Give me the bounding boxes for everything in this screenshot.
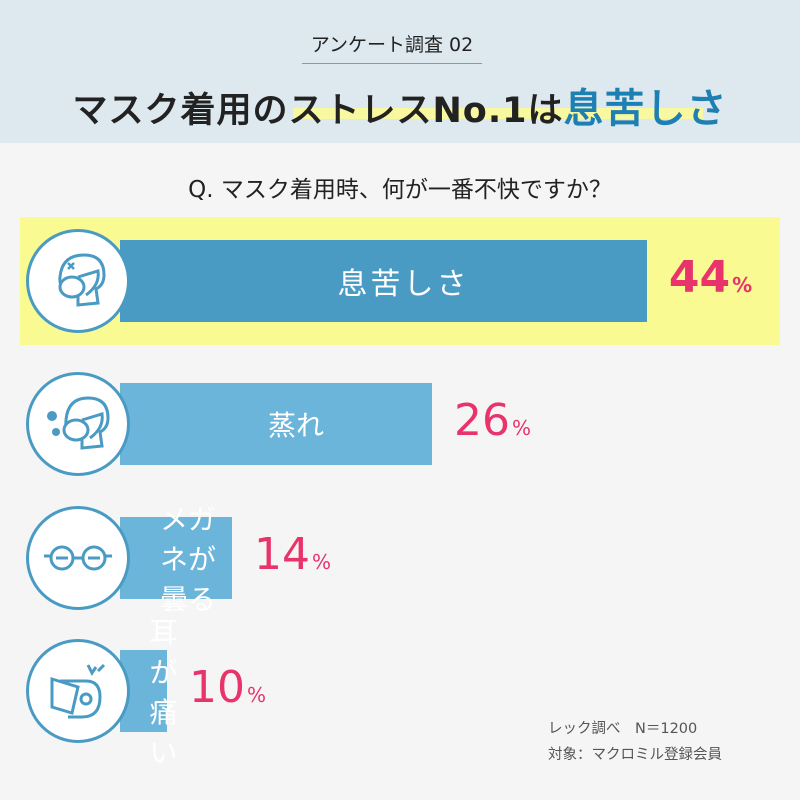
bar-label: 蒸れ (267, 409, 324, 442)
value-number: 44 (668, 252, 731, 303)
ear-pain-icon (26, 639, 130, 743)
page-title: マスク着用のストレスNo.1は息苦しさ (0, 76, 800, 134)
value-number: 26 (454, 395, 510, 446)
value-unit: % (247, 683, 267, 707)
value-label: 10% (189, 662, 266, 713)
value-number: 10 (189, 662, 245, 713)
bar-2: 蒸れ (120, 383, 432, 465)
footnote: レック調べ N＝1200 対象：マクロミル登録会員 (548, 716, 722, 768)
header: アンケート調査 02 マスク着用のストレスNo.1は息苦しさ (0, 0, 800, 143)
title-emphasis: 息苦しさ (563, 86, 728, 132)
bar-4: 耳が痛い (120, 616, 178, 769)
foggy-glasses-icon (26, 506, 130, 610)
value-label: 26% (454, 395, 531, 446)
source-note: レック調べ N＝1200 (548, 721, 698, 737)
bar-label: 耳が痛い (149, 616, 178, 769)
value-unit: % (732, 273, 753, 297)
value-number: 14 (254, 529, 310, 580)
bar-3: メガネが曇る (120, 503, 232, 616)
survey-label: アンケート調査 02 (302, 30, 482, 64)
value-label: 14% (254, 529, 331, 580)
suffocating-mask-face-icon (26, 229, 130, 333)
bar-label: メガネが曇る (160, 503, 217, 616)
value-unit: % (512, 416, 532, 440)
target-note: 対象：マクロミル登録会員 (548, 747, 722, 763)
title-prefix: マスク着用のストレスNo.1は (72, 91, 564, 131)
bar-1: 息苦しさ (120, 240, 647, 322)
title-highlight (293, 108, 703, 119)
question: Q. マスク着用時、何が一番不快ですか？ (188, 177, 612, 203)
value-label: 44% (669, 252, 752, 303)
value-unit: % (312, 550, 332, 574)
steamy-mask-face-icon (26, 372, 130, 476)
bar-label: 息苦しさ (337, 267, 470, 302)
